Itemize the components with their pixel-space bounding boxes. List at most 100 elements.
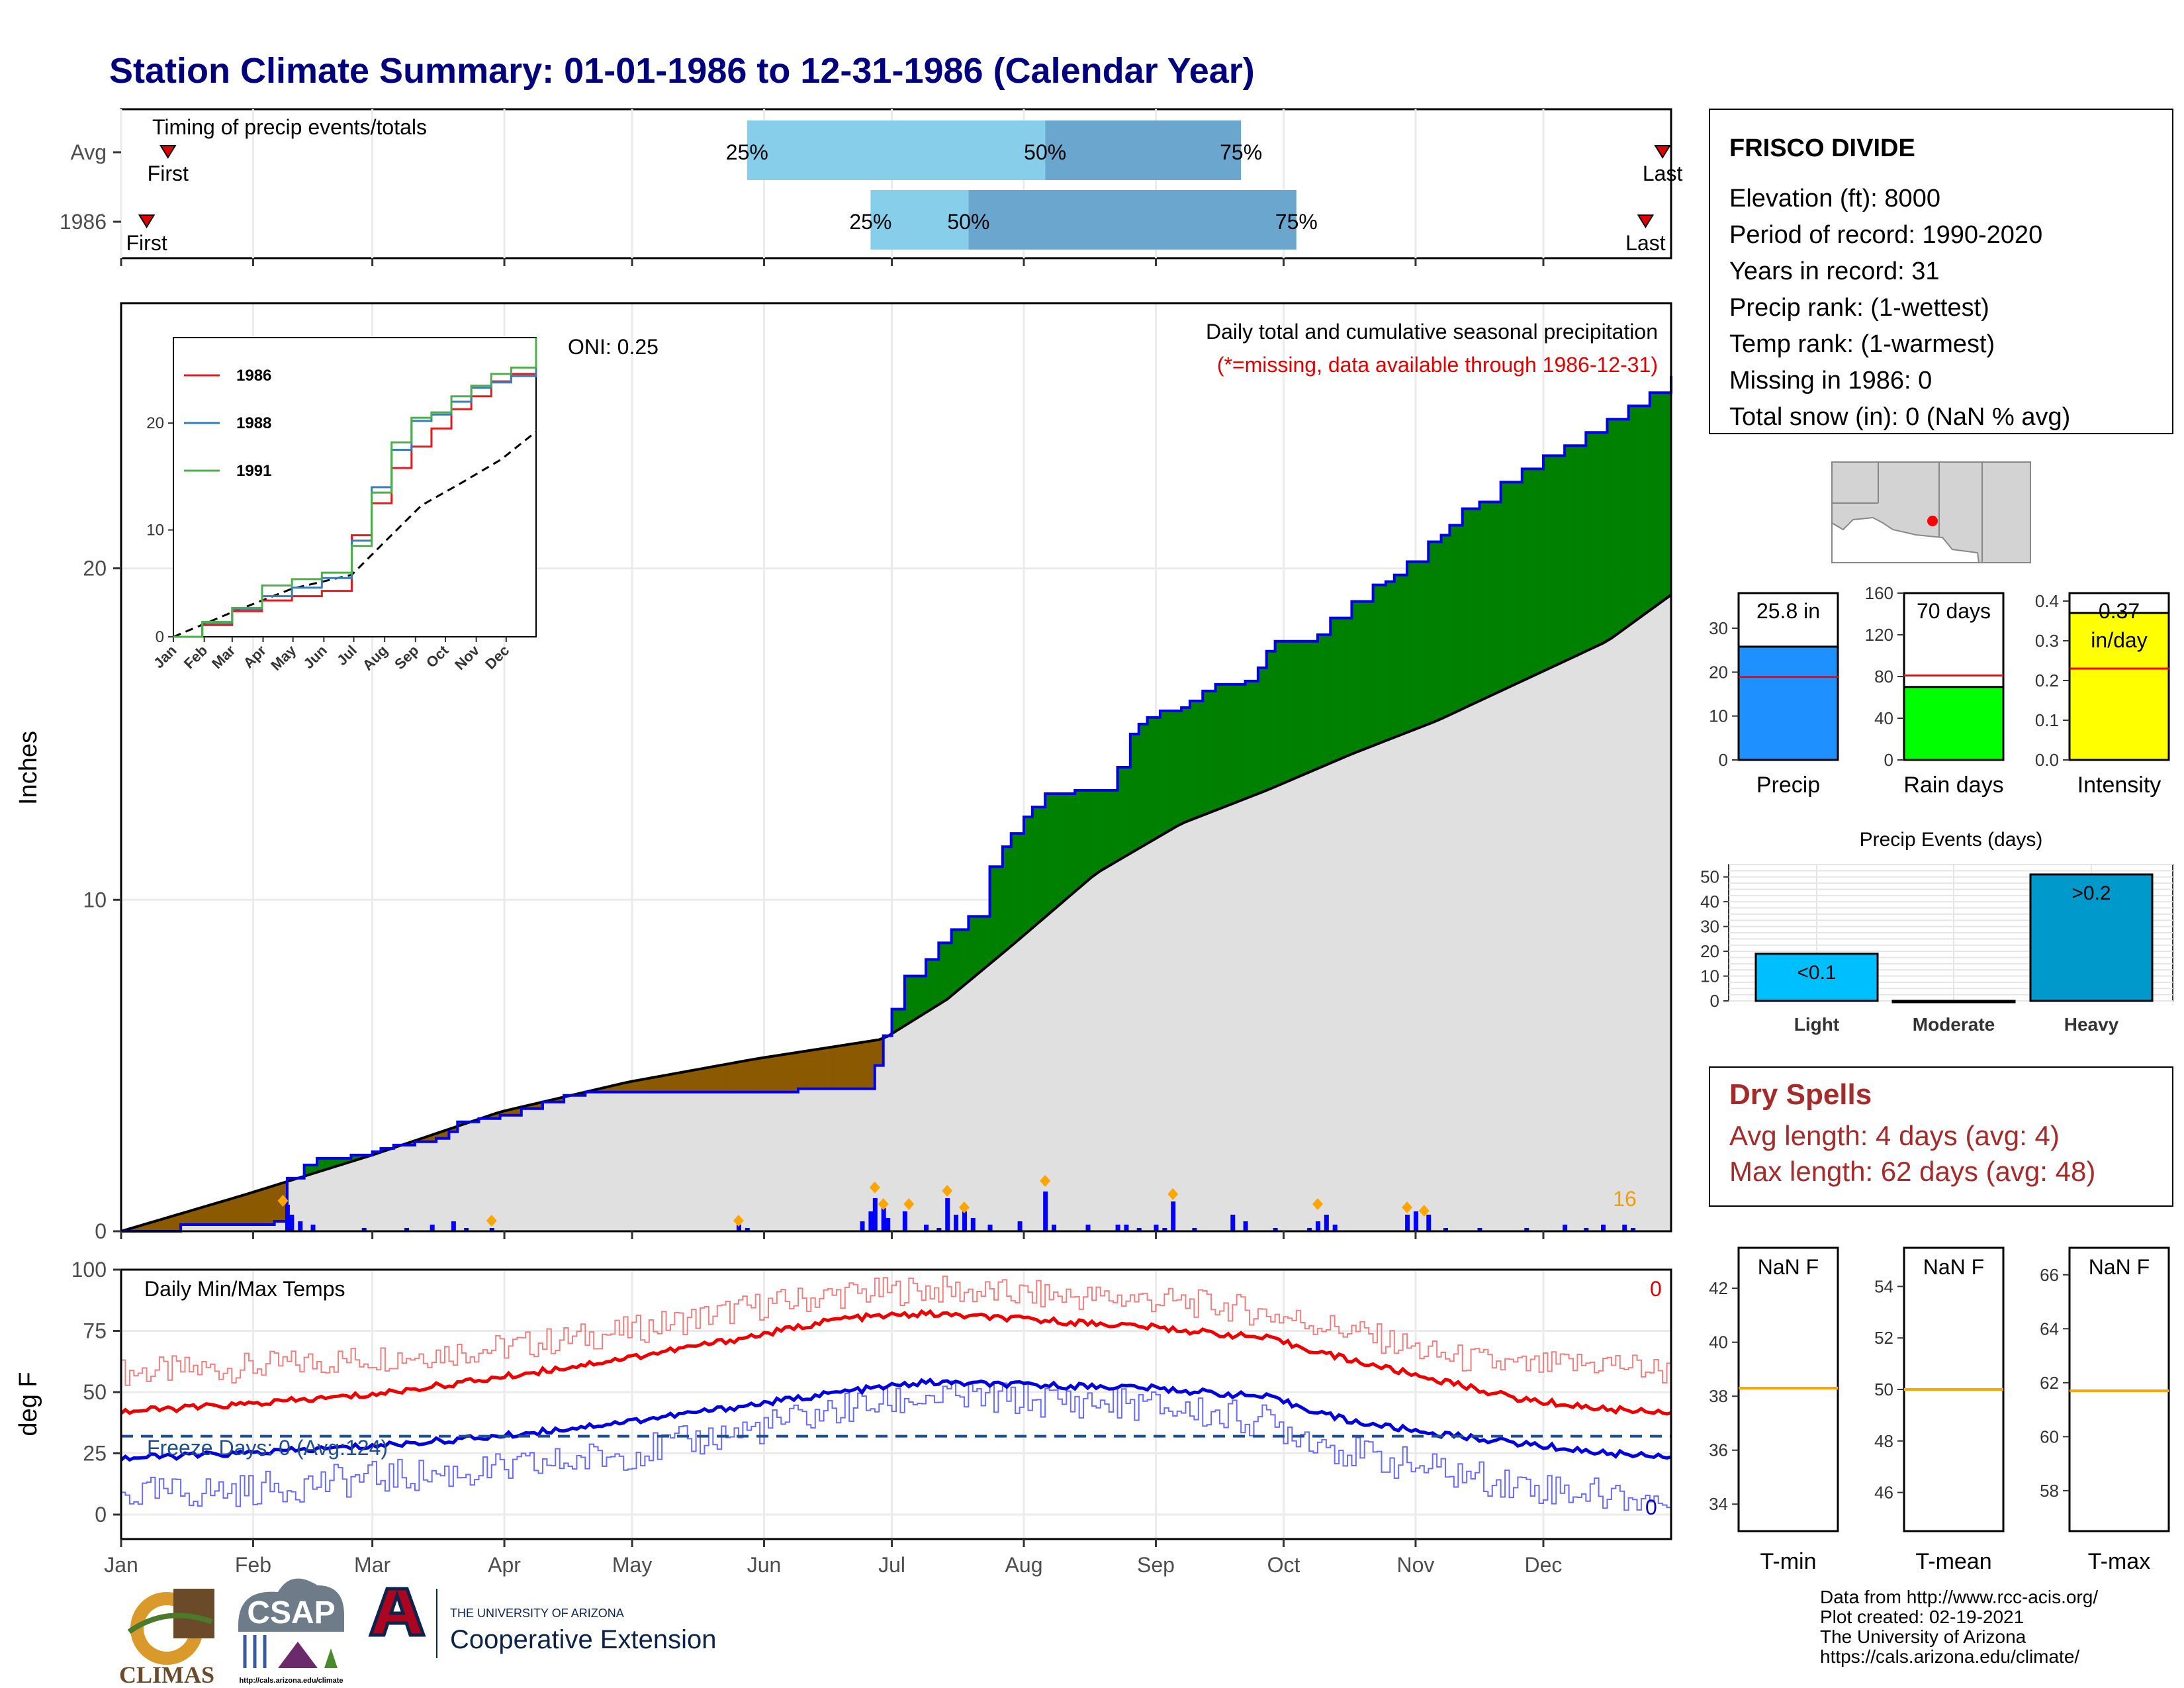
surplus-area-segment bbox=[1236, 684, 1242, 802]
deficit-area-segment bbox=[214, 1201, 220, 1225]
oni-label: ONI: 0.25 bbox=[568, 335, 659, 359]
deficit-area-segment bbox=[236, 1196, 241, 1225]
surplus-area-segment bbox=[1007, 846, 1011, 951]
deficit-area-segment bbox=[789, 1053, 794, 1092]
deficit-area-segment bbox=[797, 1051, 803, 1089]
surplus-area-segment bbox=[1287, 641, 1293, 782]
deficit-area-segment bbox=[781, 1054, 786, 1092]
temp-box-value: NaN F bbox=[2089, 1255, 2150, 1279]
summary-bar-intensity: 0.37 in/day 0.0 0.1 0.2 0.3 0.4 Intensity bbox=[2035, 591, 2170, 798]
surplus-area-segment bbox=[955, 929, 960, 993]
daily-precip-bar bbox=[1043, 1191, 1048, 1231]
deficit-area-segment bbox=[274, 1184, 279, 1222]
daily-precip-bar bbox=[872, 1197, 878, 1231]
surplus-area-segment bbox=[1658, 392, 1663, 605]
events-category-label: Heavy bbox=[2064, 1014, 2119, 1035]
surplus-area-segment bbox=[1368, 601, 1373, 748]
event-marker bbox=[1402, 1201, 1413, 1213]
surplus-area-segment bbox=[1406, 561, 1412, 733]
csap-logo-text: CSAP bbox=[247, 1595, 335, 1630]
surplus-area-segment bbox=[993, 866, 999, 961]
surplus-area-segment bbox=[1189, 700, 1195, 821]
surplus-area-segment bbox=[1377, 585, 1382, 745]
inset-ytick-label: 20 bbox=[146, 414, 164, 432]
surplus-area-segment bbox=[1172, 710, 1177, 829]
surplus-area-segment bbox=[1177, 710, 1182, 827]
deficit-area-segment bbox=[806, 1050, 811, 1089]
timing-q75-label: 75% bbox=[1220, 140, 1262, 164]
month-axis-label: Oct bbox=[1267, 1553, 1300, 1577]
temps-ytick-label: 100 bbox=[71, 1258, 107, 1282]
surplus-area-segment bbox=[1662, 392, 1667, 602]
average-min-temp-line bbox=[120, 1377, 1672, 1462]
event-marker bbox=[869, 1181, 880, 1194]
events-title: Precip Events (days) bbox=[1860, 829, 2043, 851]
precip-ytick-label: 10 bbox=[83, 888, 107, 912]
surplus-area-segment bbox=[1156, 717, 1161, 839]
daily-max-temp-line bbox=[121, 1276, 1672, 1386]
surplus-area-segment bbox=[1394, 575, 1399, 738]
events-ytick: 10 bbox=[1700, 966, 1719, 986]
surplus-area-segment bbox=[1637, 405, 1642, 620]
surplus-area-segment bbox=[1096, 790, 1101, 874]
month-axis-label: Jul bbox=[878, 1553, 905, 1577]
surplus-area-segment bbox=[1266, 651, 1271, 791]
summary-bar-ytick: 80 bbox=[1874, 667, 1893, 686]
surplus-area-segment bbox=[1602, 432, 1608, 644]
temp-box-t-min: NaN F 34 36 38 40 42 T-min bbox=[1709, 1246, 1839, 1574]
surplus-area-segment bbox=[1257, 667, 1263, 794]
surplus-area-segment bbox=[1471, 508, 1476, 706]
daily-precip-bar bbox=[451, 1221, 456, 1231]
surplus-area-segment bbox=[1032, 806, 1037, 929]
surplus-area-segment bbox=[1551, 455, 1557, 668]
daily-precip-bar bbox=[860, 1221, 865, 1231]
event-marker bbox=[942, 1184, 953, 1197]
surplus-area-segment bbox=[930, 959, 935, 1010]
deficit-area-segment bbox=[836, 1045, 841, 1089]
cold-days-count: 0 bbox=[1645, 1495, 1657, 1519]
summary-bar-precip: 25.8 in 0 10 20 30 Precip bbox=[1709, 592, 1839, 798]
timing-first-label: First bbox=[148, 162, 189, 185]
daily-precip-bar bbox=[1085, 1224, 1091, 1231]
timing-first-label: First bbox=[126, 231, 167, 255]
daily-precip-bar bbox=[868, 1211, 874, 1231]
surplus-area-segment bbox=[1040, 806, 1046, 921]
summary-bar-ytick: 0.3 bbox=[2035, 631, 2059, 651]
temp-box-ytick: 38 bbox=[1709, 1386, 1728, 1406]
deficit-area-segment bbox=[704, 1067, 709, 1092]
timing-panel: Timing of precip events/totals Avg 25% 50%… bbox=[60, 108, 1682, 266]
surplus-area-segment bbox=[1441, 535, 1446, 720]
precip-ytick-label: 0 bbox=[95, 1219, 107, 1243]
surplus-area-segment bbox=[1504, 482, 1510, 690]
surplus-area-segment bbox=[1105, 790, 1109, 869]
surplus-area-segment bbox=[1539, 469, 1544, 674]
deficit-area-segment bbox=[210, 1203, 215, 1225]
surplus-area-segment bbox=[1351, 601, 1357, 755]
timing-row-label: Avg bbox=[70, 140, 107, 164]
footer-line: Plot created: 02-19-2021 bbox=[1820, 1607, 2024, 1627]
surplus-area-segment bbox=[1628, 405, 1633, 626]
cumulative-1986-line bbox=[121, 376, 1672, 1233]
climas-logo: CLIMAS bbox=[119, 1589, 214, 1688]
daily-precip-bar bbox=[1307, 1227, 1312, 1231]
deficit-area-segment bbox=[751, 1058, 756, 1092]
timing-last-marker bbox=[1654, 145, 1671, 159]
deficit-area-segment bbox=[269, 1185, 275, 1225]
event-marker bbox=[1418, 1204, 1430, 1217]
climas-logo-text: CLIMAS bbox=[119, 1662, 214, 1688]
surplus-area-segment bbox=[964, 929, 969, 986]
surplus-area-segment bbox=[1036, 806, 1042, 925]
deficit-area-segment bbox=[866, 1041, 871, 1089]
temp-box-ytick: 36 bbox=[1709, 1440, 1728, 1460]
deficit-area-segment bbox=[253, 1190, 258, 1225]
timing-last-label: Last bbox=[1625, 231, 1666, 255]
daily-precip-bar bbox=[404, 1227, 410, 1231]
surplus-area-segment bbox=[1398, 575, 1403, 736]
deficit-area-segment bbox=[223, 1199, 228, 1225]
deficit-area-segment bbox=[857, 1042, 862, 1089]
deficit-area-segment bbox=[785, 1053, 790, 1092]
inset-legend-label: 1986 bbox=[236, 367, 271, 385]
temp-box-t-mean: NaN F 46 48 50 52 54 T-mean bbox=[1874, 1246, 2005, 1574]
event-marker bbox=[1167, 1188, 1179, 1200]
surplus-area-segment bbox=[1126, 767, 1131, 857]
